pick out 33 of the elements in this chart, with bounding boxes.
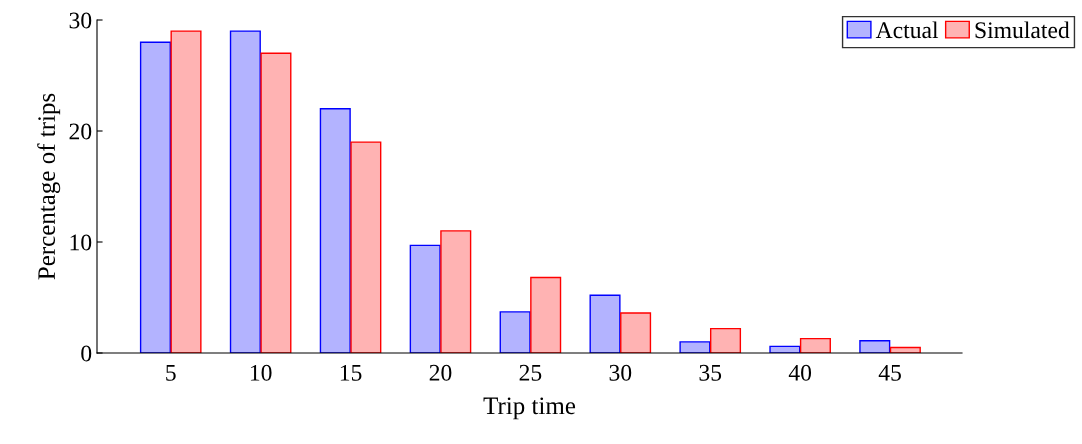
x-tick-label: 20 <box>429 364 452 381</box>
x-tick-label: 10 <box>250 364 272 381</box>
bar <box>799 337 831 353</box>
x-tick-label: 40 <box>788 364 812 381</box>
x-tick-label: 15 <box>340 364 362 381</box>
x-tick-label: 30 <box>609 364 632 381</box>
y-axis-title: Percentage of trips <box>37 93 61 280</box>
bar <box>170 30 202 353</box>
bar <box>350 141 382 353</box>
x-tick-label: 5 <box>166 365 176 381</box>
bar <box>499 311 531 353</box>
legend-label: Actual <box>875 21 939 39</box>
bar <box>859 340 891 353</box>
bar <box>409 244 441 353</box>
bar <box>260 52 292 353</box>
x-tick-label: 35 <box>699 364 722 381</box>
y-tick-label: 20 <box>69 123 92 140</box>
x-tick-label: 45 <box>878 364 901 381</box>
bar <box>709 327 742 353</box>
bar <box>679 341 711 353</box>
y-tick-label: 30 <box>69 12 92 29</box>
legend-label: Simulated <box>975 21 1070 39</box>
y-tick-label: 0 <box>81 345 92 362</box>
bar <box>229 30 261 353</box>
bar <box>440 230 472 353</box>
bar <box>620 312 652 353</box>
x-tick-label: 25 <box>519 364 542 381</box>
bar <box>319 108 351 353</box>
x-axis-title: Trip time <box>483 397 576 420</box>
bar <box>530 276 562 353</box>
bar <box>589 294 621 353</box>
y-tick-label: 10 <box>70 234 92 251</box>
bar <box>139 41 171 353</box>
